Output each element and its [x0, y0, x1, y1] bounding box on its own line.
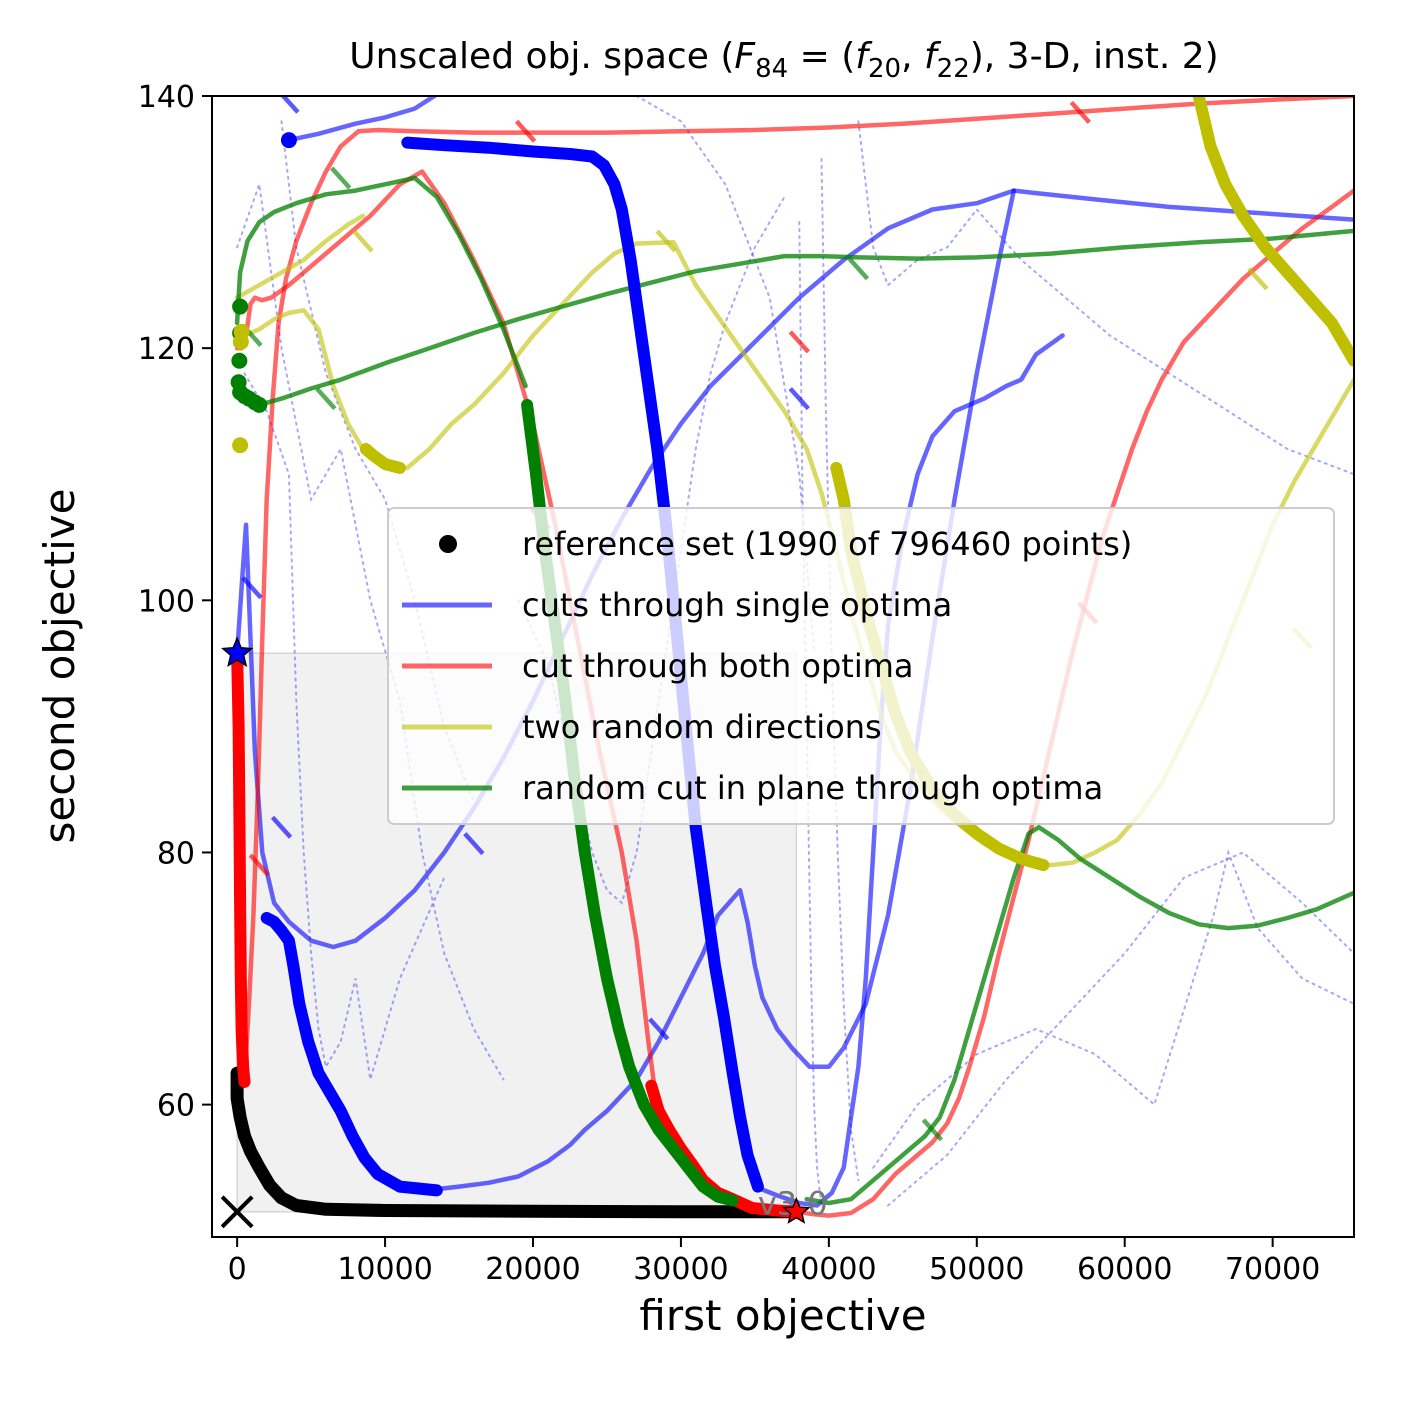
cut-tick-mark-2-4 — [248, 853, 271, 877]
dotted-cut-6 — [820, 158, 860, 1182]
line-cut-through-both-optima-6 — [242, 96, 1354, 1088]
legend-item-random-cut-in-plane-through-optima: random cut in plane through optima — [402, 769, 1103, 807]
ideal-point-stroke-2 — [220, 1195, 254, 1229]
cut-tick-mark-4-4 — [921, 1118, 944, 1142]
legend-label-cuts-through-single-optima: cuts through single optima — [522, 586, 952, 624]
legend: reference set (1990 of 796460 points) cut… — [387, 507, 1335, 825]
cut-tick-mark-1-2 — [241, 576, 263, 600]
cut-tick-mark-4-2 — [315, 387, 337, 411]
dotted-cut-7 — [857, 120, 1354, 476]
dotted-cut-5 — [798, 221, 823, 1207]
y-tick-label-60: 60 — [157, 1089, 195, 1124]
x-tick-label-0: 0 — [228, 1252, 247, 1287]
title-F-sub: 84 — [755, 54, 788, 84]
axes-frame — [211, 95, 1355, 1238]
legend-label-two-random-directions: two random directions — [522, 708, 882, 746]
cut-tick-mark-1-5 — [788, 387, 810, 411]
y-tick-label-100: 100 — [138, 584, 195, 619]
cut-tick-mark-3-1 — [655, 229, 677, 253]
line-random-cut-in-plane-through-optima-12 — [804, 824, 1354, 1206]
cut-tick-mark-1-4 — [463, 832, 485, 856]
marker-point-2-9 — [251, 396, 268, 413]
marker-point-3-2 — [232, 333, 249, 350]
dotted-cut-9 — [887, 851, 1354, 1207]
x-axis-label: first objective — [639, 1291, 926, 1340]
x-tick-label-50000: 50000 — [929, 1252, 1024, 1287]
marker-point-1-1 — [280, 132, 297, 149]
cut-tick-mark-1-1 — [280, 96, 300, 114]
x-tick-label-60000: 60000 — [1077, 1252, 1172, 1287]
dotted-cut-10 — [635, 96, 816, 652]
reference-set — [230, 1066, 803, 1219]
cut-tick-mark-4-3 — [847, 257, 870, 281]
cut-tick-mark-4-1 — [330, 166, 352, 190]
marker-point-3-3 — [232, 437, 249, 454]
cut-tick-mark-2-6 — [788, 330, 810, 354]
marker-point-2-3 — [231, 352, 248, 369]
legend-box — [387, 507, 1335, 825]
dotted-cut-2 — [243, 372, 446, 1080]
marker-point-2-1 — [232, 298, 249, 315]
y-tick-label-140: 140 — [138, 80, 195, 115]
title-suffix: ), 3-D, inst. 2) — [970, 36, 1219, 77]
cut-tick-mark-3-2 — [352, 229, 374, 253]
optimum-star-first-objective — [782, 1196, 811, 1224]
legend-label-cut-through-both-optima: cut through both optima — [522, 647, 914, 685]
legend-marker-reference-set — [439, 535, 457, 553]
cut-tick-mark-1-3 — [270, 815, 293, 839]
title-f1-sub: 20 — [868, 54, 901, 84]
cut-tick-mark-2-1 — [514, 119, 537, 143]
line-cuts-through-single-optima-1 — [286, 96, 439, 143]
legend-item-two-random-directions: two random directions — [402, 708, 882, 746]
cut-tick-mark-3-3 — [1247, 267, 1269, 291]
legend-label-reference-set-1990-of-796460-points: reference set (1990 of 796460 points) — [522, 525, 1132, 563]
axes: 0 10000 20000 30000 40000 50000 60000 70000 60 80… — [138, 80, 1321, 1287]
legend-item-cut-through-both-optima: cut through both optima — [402, 647, 914, 685]
title-comma: , — [901, 36, 924, 77]
cut-tick-mark-2-2 — [1069, 100, 1092, 124]
x-tick-label-70000: 70000 — [1225, 1252, 1320, 1287]
legend-label-random-cut-in-plane-through-optima: random cut in plane through optima — [522, 769, 1103, 807]
title-F: F — [734, 36, 756, 77]
title-f2-sub: 22 — [937, 54, 970, 84]
title-eq: = ( — [788, 36, 855, 77]
nondominated-cuts-through-single-optima-1 — [401, 136, 764, 1193]
dotted-cut-8 — [872, 849, 1354, 1169]
x-tick-label-30000: 30000 — [633, 1252, 728, 1287]
nondominated-cut-through-both-optima-3 — [231, 647, 251, 1088]
legend-item-cuts-through-single-optima: cuts through single optima — [402, 586, 952, 624]
line-two-random-directions-9 — [234, 213, 366, 300]
y-tick-label-120: 120 — [138, 332, 195, 367]
legend-item-reference-set-1990-of-796460-points: reference set (1990 of 796460 points) — [439, 525, 1132, 563]
optimum-star-second-objective — [221, 636, 254, 667]
x-tick-label-40000: 40000 — [781, 1252, 876, 1287]
line-random-cut-in-plane-through-optima-11 — [257, 228, 1354, 408]
y-tick-label-80: 80 — [157, 836, 195, 871]
line-random-cut-in-plane-through-optima-10 — [234, 175, 528, 389]
x-tick-label-20000: 20000 — [485, 1252, 580, 1287]
cut-tick-mark-1-6 — [648, 1017, 670, 1041]
y-axis-label: second objective — [35, 489, 84, 844]
chart-title: Unscaled obj. space (F84 = (f20, f22), 3… — [349, 36, 1218, 84]
nondominated-cuts-through-single-optima-2 — [260, 912, 443, 1197]
nondominated-two-random-directions-7 — [1192, 96, 1354, 367]
nondominated-two-random-directions-5 — [359, 443, 406, 474]
title-prefix: Unscaled obj. space ( — [349, 36, 734, 77]
ideal-point-marker — [220, 1195, 254, 1229]
x-tick-label-10000: 10000 — [337, 1252, 432, 1287]
